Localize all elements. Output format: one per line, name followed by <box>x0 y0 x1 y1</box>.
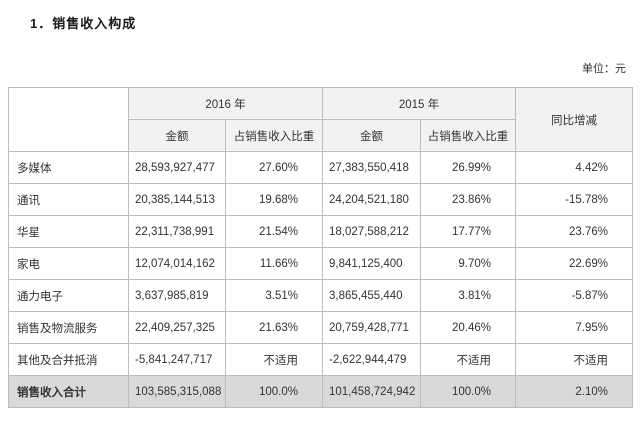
proportion-2015-header: 占销售收入比重 <box>420 119 516 152</box>
proportion-2016: 不适用 <box>225 343 323 376</box>
table-row: 通力电子 3,637,985,819 3.51% 3,865,455,440 3… <box>8 279 633 312</box>
corner-cell <box>8 87 129 152</box>
proportion-2015: 17.77% <box>420 215 516 248</box>
header-row-subcolumns: 金额 占销售收入比重 金额 占销售收入比重 <box>9 119 633 152</box>
amount-2015: 20,759,428,771 <box>322 311 421 344</box>
proportion-2015: 3.81% <box>420 279 516 312</box>
year-2016-header: 2016 年 <box>128 87 323 120</box>
proportion-2015: 20.46% <box>420 311 516 344</box>
yoy-change: 7.95% <box>515 311 633 344</box>
year-2015-header: 2015 年 <box>322 87 516 120</box>
yoy-change: 22.69% <box>515 247 633 280</box>
table-row: 其他及合并抵消 -5,841,247,717 不适用 -2,622,944,47… <box>8 343 633 376</box>
amount-2016: 3,637,985,819 <box>128 279 226 312</box>
amount-2015: 27,383,550,418 <box>322 151 421 184</box>
proportion-2016: 11.66% <box>225 247 323 280</box>
amount-2016: 20,385,144,513 <box>128 183 226 216</box>
unit-label: 单位：元 <box>582 63 626 75</box>
amount-2016: 22,409,257,325 <box>128 311 226 344</box>
sales-revenue-table: 2016 年 2015 年 同比增减 金额 占销售收入比重 金额 占销售收入比重… <box>8 87 633 408</box>
amount-2016: 28,593,927,477 <box>128 151 226 184</box>
yoy-change: -15.78% <box>515 183 633 216</box>
amount-2015: 24,204,521,180 <box>322 183 421 216</box>
proportion-2015: 不适用 <box>420 343 516 376</box>
amount-2016: 22,311,738,991 <box>128 215 226 248</box>
table-header: 2016 年 2015 年 同比增减 金额 占销售收入比重 金额 占销售收入比重 <box>8 87 633 152</box>
yoy-change: 4.42% <box>515 151 633 184</box>
section-title: 1．销售收入构成 <box>30 16 137 31</box>
proportion-2016: 3.51% <box>225 279 323 312</box>
table-row: 销售及物流服务 22,409,257,325 21.63% 20,759,428… <box>8 311 633 344</box>
row-label: 华星 <box>8 215 129 248</box>
amount-2015: 18,027,588,212 <box>322 215 421 248</box>
proportion-2016: 19.68% <box>225 183 323 216</box>
row-label: 其他及合并抵消 <box>8 343 129 376</box>
amount-2016-header: 金额 <box>128 119 226 152</box>
amount-2015: -2,622,944,479 <box>322 343 421 376</box>
amount-2016: 103,585,315,088 <box>128 375 226 408</box>
table-body: 多媒体 28,593,927,477 27.60% 27,383,550,418… <box>8 151 633 408</box>
proportion-2015: 26.99% <box>420 151 516 184</box>
row-label: 多媒体 <box>8 151 129 184</box>
proportion-2016: 100.0% <box>225 375 323 408</box>
amount-2016: 12,074,014,162 <box>128 247 226 280</box>
amount-2015: 101,458,724,942 <box>322 375 421 408</box>
proportion-2016-header: 占销售收入比重 <box>225 119 323 152</box>
amount-2015: 3,865,455,440 <box>322 279 421 312</box>
proportion-2016: 21.63% <box>225 311 323 344</box>
table-row: 家电 12,074,014,162 11.66% 9,841,125,400 9… <box>8 247 633 280</box>
yoy-change: -5.87% <box>515 279 633 312</box>
row-label: 销售及物流服务 <box>8 311 129 344</box>
proportion-2016: 27.60% <box>225 151 323 184</box>
header-row-years: 2016 年 2015 年 同比增减 <box>8 87 633 152</box>
row-label: 家电 <box>8 247 129 280</box>
amount-2015-header: 金额 <box>322 119 421 152</box>
table-row: 多媒体 28,593,927,477 27.60% 27,383,550,418… <box>8 151 633 184</box>
table-row: 华星 22,311,738,991 21.54% 18,027,588,212 … <box>8 215 633 248</box>
amount-2015: 9,841,125,400 <box>322 247 421 280</box>
row-label: 销售收入合计 <box>8 375 129 408</box>
table-row-total: 销售收入合计 103,585,315,088 100.0% 101,458,72… <box>8 375 633 408</box>
proportion-2015: 9.70% <box>420 247 516 280</box>
proportion-2016: 21.54% <box>225 215 323 248</box>
table-row: 通讯 20,385,144,513 19.68% 24,204,521,180 … <box>8 183 633 216</box>
proportion-2015: 100.0% <box>420 375 516 408</box>
yoy-change: 23.76% <box>515 215 633 248</box>
amount-2016: -5,841,247,717 <box>128 343 226 376</box>
row-label: 通讯 <box>8 183 129 216</box>
row-label: 通力电子 <box>8 279 129 312</box>
yoy-change: 不适用 <box>515 343 633 376</box>
yoy-change: 2.10% <box>515 375 633 408</box>
yoy-header: 同比增减 <box>515 87 633 152</box>
proportion-2015: 23.86% <box>420 183 516 216</box>
